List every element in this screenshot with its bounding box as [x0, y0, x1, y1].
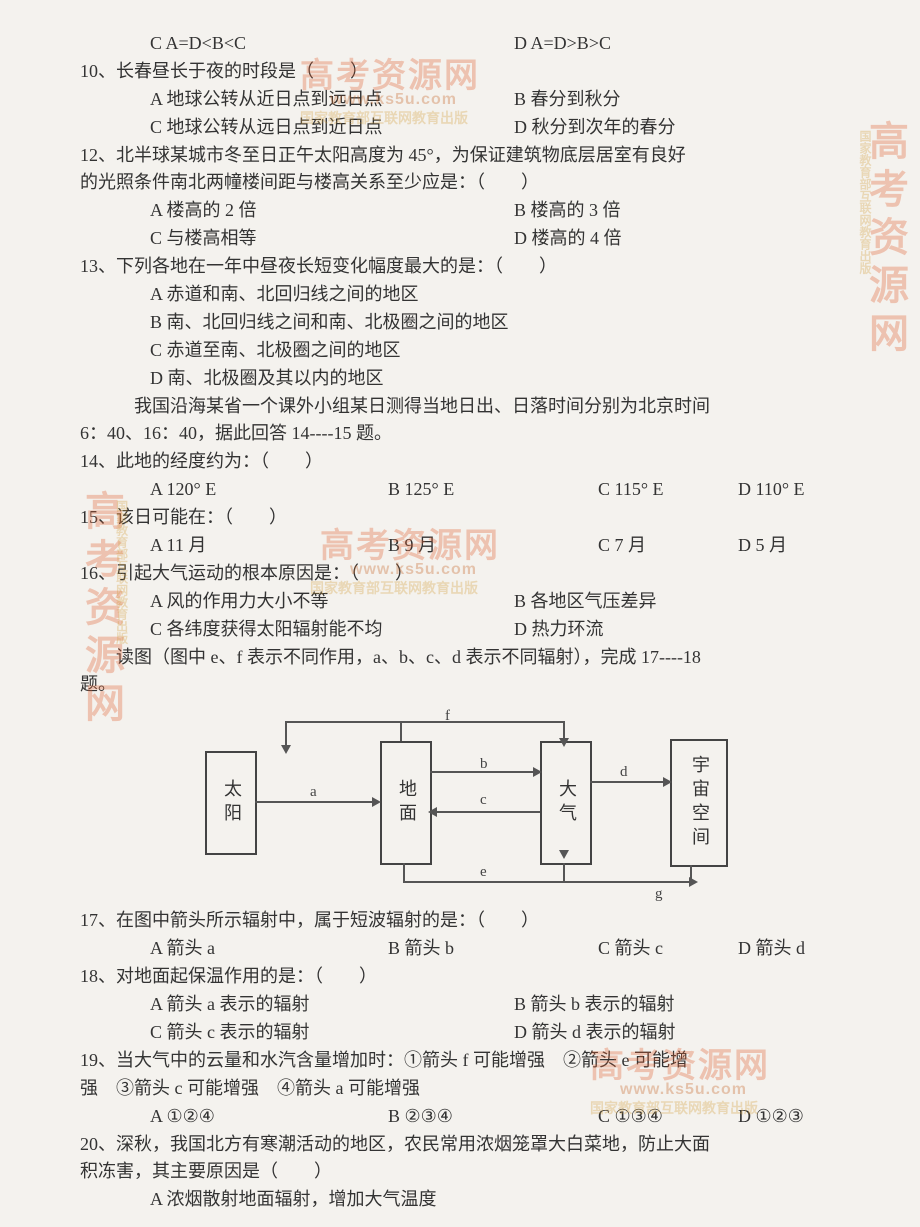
q14: 14、此地的经度约为：（ ） A 120° E B 125° E C 115° …: [80, 448, 850, 504]
q10: 10、长春昼长于夜的时段是（ ） A 地球公转从近日点到远日点B 春分到秋分 C…: [80, 58, 850, 142]
radiation-diagram: 太阳 地面 大气 宇宙空间 a f b c d e g: [185, 711, 745, 901]
passage2-l2: 题。: [80, 671, 850, 699]
q15-c: C 7 月: [598, 532, 738, 560]
q17-a: A 箭头 a: [80, 935, 388, 963]
q12-d: D 楼高的 4 倍: [514, 225, 850, 253]
q12-stem1: 12、北半球某城市冬至日正午太阳高度为 45°，为保证建筑物底层居室有良好: [80, 142, 850, 170]
arrow-e-v1: [403, 863, 405, 881]
label-d: d: [620, 761, 628, 784]
node-ground: 地面: [380, 741, 432, 865]
q13: 13、下列各地在一年中昼夜长短变化幅度最大的是：（ ） A 赤道和南、北回归线之…: [80, 253, 850, 392]
q16-a: A 风的作用力大小不等: [80, 588, 514, 616]
q15-b: B 9 月: [388, 532, 598, 560]
label-b: b: [480, 753, 488, 776]
q14-a: A 120° E: [80, 476, 388, 504]
q12-stem2: 的光照条件南北两幢楼间距与楼高关系至少应是：（ ）: [80, 169, 850, 197]
q15: 15、该日可能在：（ ） A 11 月 B 9 月 C 7 月 D 5 月: [80, 504, 850, 560]
q20-stem2: 积冻害，其主要原因是（ ）: [80, 1158, 850, 1186]
q10-stem: 10、长春昼长于夜的时段是（ ）: [80, 58, 850, 86]
q12-c: C 与楼高相等: [80, 225, 514, 253]
exam-page: 高考资源网 www.ks5u.com 国家教育部互联网教育出版 高考资源网 国家…: [0, 0, 920, 1227]
q12: 12、北半球某城市冬至日正午太阳高度为 45°，为保证建筑物底层居室有良好 的光…: [80, 142, 850, 254]
q18-b: B 箭头 b 表示的辐射: [514, 991, 850, 1019]
q12-a: A 楼高的 2 倍: [80, 197, 514, 225]
q10-a: A 地球公转从近日点到远日点: [80, 86, 514, 114]
q19-stem2: 强 ③箭头 c 可能增强 ④箭头 a 可能增强: [80, 1075, 850, 1103]
passage1-l2: 6：40、16：40，据此回答 14----15 题。: [80, 420, 850, 448]
q20-stem1: 20、深秋，我国北方有寒潮活动的地区，农民常用浓烟笼罩大白菜地，防止大面: [80, 1131, 850, 1159]
label-e: e: [480, 861, 487, 884]
q16-b: B 各地区气压差异: [514, 588, 850, 616]
arrow-f-vert: [400, 721, 402, 741]
q14-stem: 14、此地的经度约为：（ ）: [80, 448, 850, 476]
q14-d: D 110° E: [738, 476, 850, 504]
q10-b: B 春分到秋分: [514, 86, 850, 114]
q14-b: B 125° E: [388, 476, 598, 504]
label-g: g: [655, 883, 663, 906]
q13-a: A 赤道和南、北回归线之间的地区: [80, 281, 850, 309]
arrow-g-v: [690, 865, 692, 883]
q19-b: B ②③④: [388, 1103, 598, 1131]
node-space: 宇宙空间: [670, 739, 728, 867]
q19-d: D ①②③: [738, 1103, 850, 1131]
q19: 19、当大气中的云量和水汽含量增加时：①箭头 f 可能增强 ②箭头 e 可能增 …: [80, 1047, 850, 1131]
label-f: f: [445, 705, 450, 728]
q15-a: A 11 月: [80, 532, 388, 560]
q10-d: D 秋分到次年的春分: [514, 114, 850, 142]
node-sun: 太阳: [205, 751, 257, 855]
watermark-side-r1-sub: 国家教育部互联网教育出版: [855, 130, 874, 274]
q17-stem: 17、在图中箭头所示辐射中，属于短波辐射的是：（ ）: [80, 907, 850, 935]
q9-opt-d: D A=D>B>C: [514, 30, 850, 58]
q10-c: C 地球公转从远日点到近日点: [80, 114, 514, 142]
q18-d: D 箭头 d 表示的辐射: [514, 1019, 850, 1047]
q19-c: C ①③④: [598, 1103, 738, 1131]
q20-a: A 浓烟散射地面辐射，增加大气温度: [80, 1186, 850, 1214]
q18-stem: 18、对地面起保温作用的是：（ ）: [80, 963, 850, 991]
label-c: c: [480, 789, 487, 812]
arrow-f-horz2: [400, 721, 565, 723]
q19-stem1: 19、当大气中的云量和水汽含量增加时：①箭头 f 可能增强 ②箭头 e 可能增: [80, 1047, 850, 1075]
q15-d: D 5 月: [738, 532, 850, 560]
q17-b: B 箭头 b: [388, 935, 598, 963]
q19-a: A ①②④: [80, 1103, 388, 1131]
arrow-f-horz: [285, 721, 402, 723]
q9-options: C A=D<B<C D A=D>B>C: [80, 30, 850, 58]
node-atmosphere: 大气: [540, 741, 592, 865]
arrow-c: [436, 811, 540, 813]
q17-c: C 箭头 c: [598, 935, 738, 963]
q18-c: C 箭头 c 表示的辐射: [80, 1019, 514, 1047]
q13-c: C 赤道至南、北极圈之间的地区: [80, 337, 850, 365]
arrow-f-down: [285, 721, 287, 746]
q13-d: D 南、北极圈及其以内的地区: [80, 365, 850, 393]
q13-b: B 南、北回归线之间和南、北极圈之间的地区: [80, 309, 850, 337]
arrow-f-down2: [563, 721, 565, 739]
q18-a: A 箭头 a 表示的辐射: [80, 991, 514, 1019]
watermark-side-r1: 高考资源网: [854, 120, 916, 360]
q14-c: C 115° E: [598, 476, 738, 504]
passage1-l1: 我国沿海某省一个课外小组某日测得当地日出、日落时间分别为北京时间: [80, 393, 850, 421]
arrow-e-v2: [563, 863, 565, 881]
q9-opt-c: C A=D<B<C: [80, 30, 514, 58]
q16-d: D 热力环流: [514, 616, 850, 644]
q17-d: D 箭头 d: [738, 935, 850, 963]
label-a: a: [310, 781, 317, 804]
q16-stem: 16、引起大气运动的根本原因是：（ ）: [80, 560, 850, 588]
arrow-g-h: [565, 881, 690, 883]
q16: 16、引起大气运动的根本原因是：（ ） A 风的作用力大小不等B 各地区气压差异…: [80, 560, 850, 644]
passage2-l1: 读图（图中 e、f 表示不同作用，a、b、c、d 表示不同辐射），完成 17--…: [80, 644, 850, 672]
q13-stem: 13、下列各地在一年中昼夜长短变化幅度最大的是：（ ）: [80, 253, 850, 281]
q17: 17、在图中箭头所示辐射中，属于短波辐射的是：（ ） A 箭头 a B 箭头 b…: [80, 907, 850, 963]
q15-stem: 15、该日可能在：（ ）: [80, 504, 850, 532]
q20: 20、深秋，我国北方有寒潮活动的地区，农民常用浓烟笼罩大白菜地，防止大面 积冻害…: [80, 1131, 850, 1215]
q12-b: B 楼高的 3 倍: [514, 197, 850, 225]
q16-c: C 各纬度获得太阳辐射能不均: [80, 616, 514, 644]
q18: 18、对地面起保温作用的是：（ ） A 箭头 a 表示的辐射B 箭头 b 表示的…: [80, 963, 850, 1047]
